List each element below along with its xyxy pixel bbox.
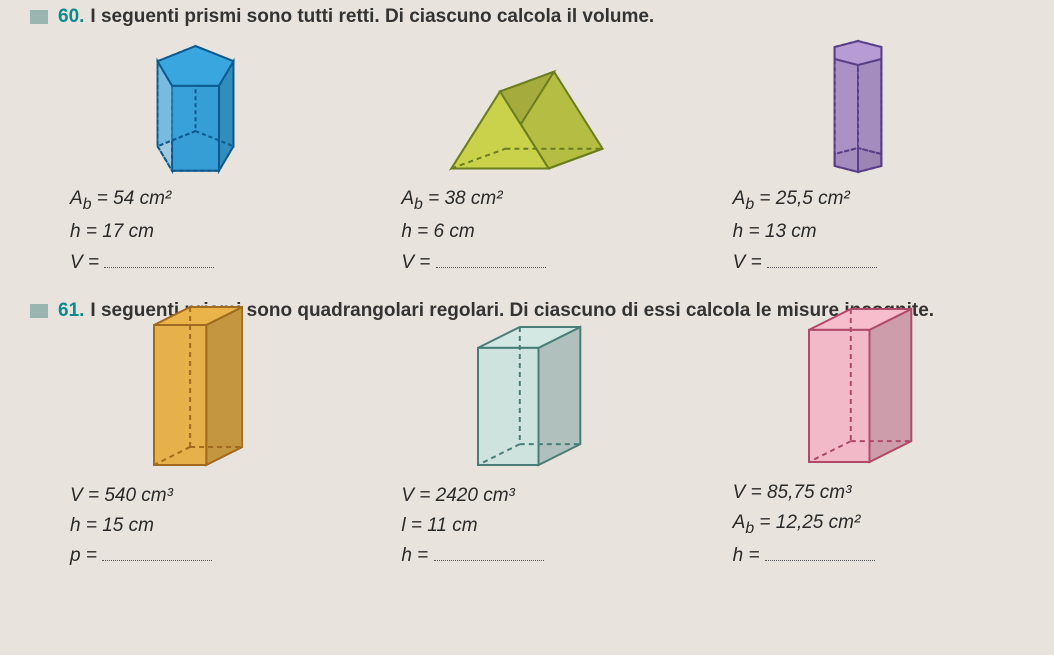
exercise-60-row: Ab = 54 cm²h = 17 cmV = Ab = 38 cm²h = 6… [30,34,1024,278]
prism-figure [472,331,582,471]
exercise-61-number: 61. [58,300,84,322]
prism-data: Ab = 25,5 cm²h = 13 cmV = [733,184,877,278]
data-line: Ab = 12,25 cm² [733,508,875,541]
exercise-60-number: 60. [58,6,84,28]
data-line: V = [70,248,214,278]
data-line: Ab = 25,5 cm² [733,184,877,217]
exercise-60: 60. I seguenti prismi sono tutti retti. … [0,0,1054,278]
data-line: h = 17 cm [70,217,214,247]
prism-figure [148,331,243,471]
section-marker-icon [30,10,48,24]
data-line: p = [70,541,212,571]
data-line: V = 2420 cm³ [401,481,543,511]
exercise-60-prompt: I seguenti prismi sono tutti retti. Di c… [90,6,654,28]
data-line: V = [401,248,545,278]
data-line: l = 11 cm [401,511,543,541]
data-line: h = 6 cm [401,217,545,247]
prism-cell: V = 2420 cm³l = 11 cmh = [361,331,692,572]
data-line: V = 85,75 cm³ [733,478,875,508]
exercise-61-row: V = 540 cm³h = 15 cmp = V = 2420 cm³l = … [30,328,1024,572]
prism-figure [437,34,617,174]
prism-data: V = 85,75 cm³Ab = 12,25 cm²h = [733,478,875,572]
data-line: Ab = 54 cm² [70,184,214,217]
prism-cell: V = 540 cm³h = 15 cmp = [30,331,361,572]
prism-data: Ab = 38 cm²h = 6 cmV = [401,184,545,278]
prism-data: V = 2420 cm³l = 11 cmh = [401,481,543,572]
prism-figure [803,328,913,468]
prism-figure [828,34,888,174]
prism-cell: Ab = 25,5 cm²h = 13 cmV = [693,34,1024,278]
prism-cell: Ab = 54 cm²h = 17 cmV = [30,34,361,278]
prism-data: Ab = 54 cm²h = 17 cmV = [70,184,214,278]
data-line: h = [401,541,543,571]
data-line: V = 540 cm³ [70,481,212,511]
prism-cell: Ab = 38 cm²h = 6 cmV = [361,34,692,278]
prism-figure [148,34,243,174]
section-marker-icon [30,304,48,318]
prism-cell: V = 85,75 cm³Ab = 12,25 cm²h = [693,328,1024,572]
data-line: Ab = 38 cm² [401,184,545,217]
exercise-61: 61. I seguenti prismi sono quadrangolari… [0,300,1054,572]
data-line: h = 13 cm [733,217,877,247]
exercise-60-header: 60. I seguenti prismi sono tutti retti. … [30,6,1024,28]
data-line: h = 15 cm [70,511,212,541]
prism-data: V = 540 cm³h = 15 cmp = [70,481,212,572]
data-line: V = [733,248,877,278]
data-line: h = [733,541,875,571]
